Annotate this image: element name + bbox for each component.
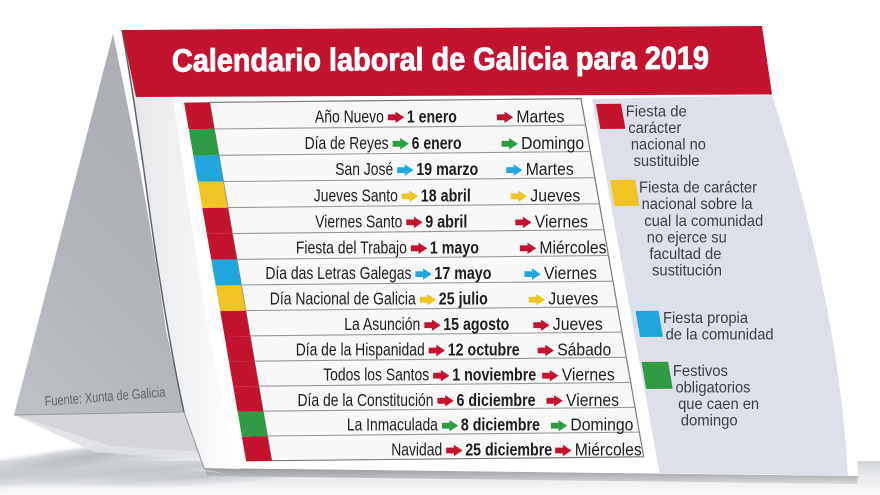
svg-text:nacional no: nacional no	[631, 137, 706, 154]
svg-text:17 mayo: 17 mayo	[434, 263, 491, 283]
svg-text:domingo: domingo	[681, 413, 738, 430]
svg-text:Domingo: Domingo	[521, 133, 584, 153]
svg-text:Todos los Santos: Todos los Santos	[323, 365, 429, 385]
svg-text:que caen en: que caen en	[678, 396, 759, 413]
svg-text:Fiesta de: Fiesta de	[626, 103, 687, 120]
svg-text:Viernes Santo: Viernes Santo	[315, 211, 402, 231]
svg-text:Festivos: Festivos	[673, 363, 728, 380]
svg-text:sustituible: sustituible	[634, 153, 700, 170]
svg-text:Navidad: Navidad	[391, 440, 442, 460]
svg-text:6 diciembre: 6 diciembre	[457, 390, 536, 410]
svg-text:9 abril: 9 abril	[425, 211, 467, 231]
svg-text:19 marzo: 19 marzo	[416, 159, 478, 179]
svg-text:San José: San José	[335, 159, 393, 179]
svg-text:Domingo: Domingo	[570, 415, 633, 435]
svg-text:Fiesta del Trabajo: Fiesta del Trabajo	[296, 237, 407, 257]
svg-text:12 octubre: 12 octubre	[448, 340, 520, 360]
svg-text:Día de Reyes: Día de Reyes	[305, 133, 389, 153]
svg-text:Miércoles: Miércoles	[539, 237, 606, 257]
svg-text:Jueves: Jueves	[530, 185, 580, 205]
svg-text:25 julio: 25 julio	[439, 289, 488, 309]
svg-text:nacional sobre la: nacional sobre la	[642, 196, 753, 213]
svg-text:Día Nacional de Galicia: Día Nacional de Galicia	[270, 289, 416, 309]
svg-text:18 abril: 18 abril	[421, 185, 471, 205]
svg-text:Año Nuevo: Año Nuevo	[315, 106, 384, 126]
svg-text:Fiesta de carácter: Fiesta de carácter	[639, 180, 758, 197]
svg-text:Día de la Constitución: Día de la Constitución	[298, 390, 434, 410]
svg-text:Viernes: Viernes	[562, 365, 615, 385]
svg-text:Jueves: Jueves	[553, 314, 603, 334]
svg-text:Día das Letras Galegas: Día das Letras Galegas	[265, 263, 411, 283]
svg-text:Jueves: Jueves	[548, 289, 598, 309]
svg-text:1 enero: 1 enero	[407, 106, 457, 126]
svg-text:8 diciembre: 8 diciembre	[461, 415, 540, 435]
svg-text:25 diciembre: 25 diciembre	[465, 440, 552, 460]
svg-text:Jueves Santo: Jueves Santo	[314, 185, 398, 205]
svg-text:Sábado: Sábado	[557, 340, 611, 360]
svg-text:Miércoles: Miércoles	[575, 440, 642, 460]
svg-text:La Asunción: La Asunción	[344, 314, 420, 334]
svg-text:Martes: Martes	[526, 159, 574, 179]
svg-text:no ejerce su: no ejerce su	[647, 229, 727, 246]
svg-text:1 noviembre: 1 noviembre	[452, 365, 536, 385]
svg-text:15 agosto: 15 agosto	[443, 314, 509, 334]
svg-text:sustitución: sustitución	[652, 263, 722, 280]
svg-text:Día de la Hispanidad: Día de la Hispanidad	[296, 340, 425, 360]
svg-text:de la comunidad: de la comunidad	[666, 326, 774, 343]
svg-text:carácter: carácter	[628, 120, 682, 137]
svg-text:Viernes: Viernes	[566, 390, 619, 410]
svg-text:La Inmaculada: La Inmaculada	[347, 415, 438, 435]
svg-text:1 mayo: 1 mayo	[430, 237, 479, 257]
svg-text:facultad de: facultad de	[649, 246, 721, 263]
svg-text:cual la comunidad: cual la comunidad	[644, 213, 763, 230]
svg-text:6 enero: 6 enero	[412, 133, 462, 153]
svg-text:Fiesta propia: Fiesta propia	[663, 310, 748, 327]
svg-text:Viernes: Viernes	[535, 211, 588, 231]
svg-text:Viernes: Viernes	[544, 263, 597, 283]
svg-text:obligatorios: obligatorios	[676, 379, 751, 396]
svg-text:Calendario laboral de Galicia: Calendario laboral de Galicia para 2019	[172, 40, 709, 79]
svg-text:Martes: Martes	[516, 106, 564, 126]
